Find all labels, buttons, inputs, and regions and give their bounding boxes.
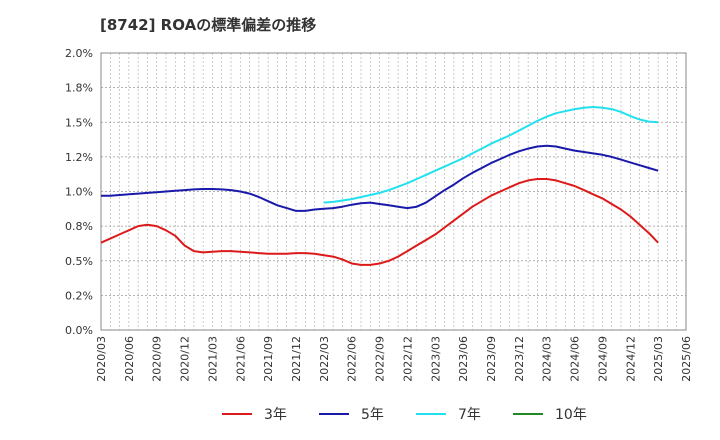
x-tick-label: 2020/09 [151,336,164,382]
x-tick-label: 2023/03 [429,336,442,382]
x-axis: 2020/03 2020/06 2020/09 2020/12 2021/03 2021/… [95,336,693,382]
x-tick-label: 2025/03 [652,336,665,382]
x-tick-label: 2023/09 [485,336,498,382]
y-tick-label: 0.8% [65,220,93,233]
x-tick-label: 2022/12 [401,336,414,382]
legend-label: 3年 [264,407,287,423]
legend-label: 10年 [555,407,587,423]
x-tick-label: 2021/09 [262,336,275,382]
y-tick-label: 0.0% [65,324,93,337]
y-tick-label: 1.2% [65,151,93,164]
legend-label: 7年 [458,407,481,423]
series-line-3年 [100,178,659,266]
x-tick-label: 2020/06 [123,336,136,382]
x-tick-label: 2023/06 [457,336,470,382]
y-tick-label: 1.8% [65,82,93,95]
x-tick-label: 2022/06 [346,336,359,382]
plot-frame [100,52,687,331]
x-tick-label: 2024/12 [624,336,637,382]
y-axis: 0.0% 0.2% 0.5% 0.8% 1.0% 1.2% 1.5% 1.8% 2.0% [65,47,93,337]
x-tick-label: 2021/06 [234,336,247,382]
x-tick-label: 2023/12 [513,336,526,382]
x-tick-label: 2020/03 [95,336,108,382]
series-line-7年 [323,106,659,204]
series-line-5年 [101,144,659,212]
x-tick-label: 2024/09 [596,336,609,382]
x-tick-label: 2020/12 [179,336,192,382]
legend: 3年 5年 7年 10年 [222,407,587,423]
x-tick-label: 2024/06 [569,336,582,382]
grid-lines [101,53,686,330]
y-tick-label: 0.5% [65,255,93,268]
x-tick-label: 2025/06 [680,336,693,382]
chart-title: [8742] ROAの標準偏差の推移 [100,16,317,34]
x-tick-label: 2022/03 [318,336,331,382]
x-tick-label: 2021/03 [206,336,219,382]
y-tick-label: 2.0% [65,47,93,60]
y-tick-label: 0.2% [65,289,93,302]
x-tick-label: 2021/12 [290,336,303,382]
series-lines [100,106,659,266]
x-tick-label: 2022/09 [374,336,387,382]
legend-label: 5年 [361,407,384,423]
y-tick-label: 1.0% [65,186,93,199]
y-tick-label: 1.5% [65,116,93,129]
x-tick-label: 2024/03 [541,336,554,382]
